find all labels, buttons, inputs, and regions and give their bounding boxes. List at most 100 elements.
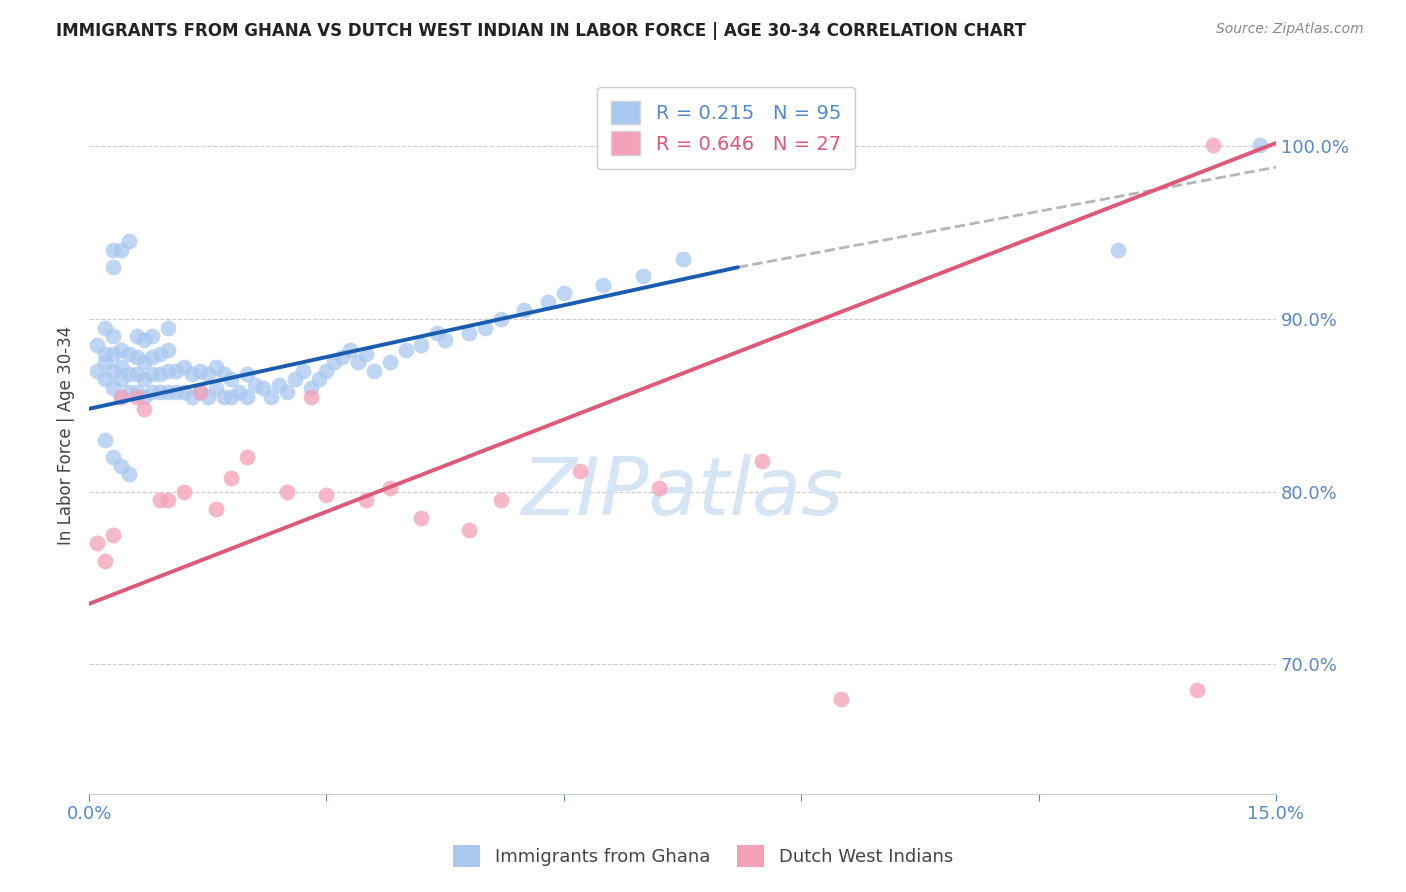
Point (157, 493, 180, 508)
Point (125, 390, 148, 404)
Point (125, 329, 148, 343)
Point (110, 458, 132, 473)
Point (1107, 243, 1129, 257)
Point (204, 502, 226, 516)
Point (315, 364, 337, 378)
Point (134, 333, 156, 347)
Point (363, 364, 385, 378)
Point (276, 484, 298, 499)
Point (94, 355, 117, 369)
Point (101, 381, 124, 395)
Point (110, 390, 132, 404)
Point (86, 364, 108, 378)
Point (86, 338, 108, 352)
Point (631, 268, 654, 283)
Point (134, 372, 156, 386)
Point (197, 368, 219, 382)
Point (101, 329, 124, 343)
Point (149, 384, 172, 399)
Point (457, 523, 479, 537)
Point (86, 536, 108, 550)
Point (204, 381, 226, 395)
Point (354, 346, 377, 360)
Point (94, 554, 117, 568)
Point (1249, 137, 1271, 152)
Point (671, 252, 693, 266)
Point (221, 471, 243, 485)
Point (110, 243, 132, 257)
Point (648, 481, 671, 495)
Point (330, 350, 353, 364)
Point (134, 401, 156, 416)
Point (204, 360, 226, 375)
Point (157, 320, 180, 334)
Legend: Immigrants from Ghana, Dutch West Indians: Immigrants from Ghana, Dutch West Indian… (446, 838, 960, 874)
Point (157, 343, 180, 358)
Point (489, 493, 512, 508)
Point (94, 433, 117, 447)
Point (117, 346, 139, 360)
Point (751, 453, 773, 467)
Point (434, 333, 457, 347)
Point (315, 488, 337, 502)
Legend: R = 0.215   N = 95, R = 0.646   N = 27: R = 0.215 N = 95, R = 0.646 N = 27 (598, 87, 855, 169)
Point (308, 372, 330, 386)
Point (236, 390, 259, 404)
Point (378, 481, 401, 495)
Point (394, 343, 416, 358)
Point (110, 372, 132, 386)
Point (165, 364, 187, 378)
Point (347, 355, 370, 369)
Point (141, 384, 163, 399)
Point (299, 390, 322, 404)
Point (125, 384, 148, 399)
Point (101, 260, 124, 275)
Point (181, 368, 204, 382)
Point (110, 360, 132, 375)
Point (117, 384, 139, 399)
Point (284, 372, 307, 386)
Point (489, 312, 512, 326)
Point (117, 467, 139, 482)
Point (252, 381, 274, 395)
Point (323, 355, 346, 369)
Point (110, 390, 132, 404)
Point (236, 450, 259, 464)
Point (165, 384, 187, 399)
Point (110, 343, 132, 358)
Point (188, 384, 211, 399)
Point (260, 390, 283, 404)
Point (228, 384, 250, 399)
Point (173, 384, 195, 399)
Point (141, 329, 163, 343)
Point (236, 368, 259, 382)
Point (197, 390, 219, 404)
Point (125, 350, 148, 364)
Point (299, 381, 322, 395)
Text: ZIPatlas: ZIPatlas (522, 454, 844, 532)
Point (291, 364, 314, 378)
Point (117, 235, 139, 249)
Point (94, 372, 117, 386)
Point (157, 384, 180, 399)
Text: Source: ZipAtlas.com: Source: ZipAtlas.com (1216, 22, 1364, 37)
Point (221, 390, 243, 404)
Point (94, 320, 117, 334)
Point (101, 528, 124, 542)
Point (188, 364, 211, 378)
Point (354, 493, 377, 508)
Point (134, 390, 156, 404)
Point (553, 286, 575, 301)
Point (117, 368, 139, 382)
Point (149, 493, 172, 508)
Point (181, 390, 204, 404)
Point (101, 243, 124, 257)
Point (101, 346, 124, 360)
Point (411, 338, 433, 352)
Point (141, 368, 163, 382)
Point (592, 277, 614, 292)
Point (411, 510, 433, 524)
Point (830, 691, 852, 706)
Point (1201, 137, 1223, 152)
Point (513, 303, 536, 318)
